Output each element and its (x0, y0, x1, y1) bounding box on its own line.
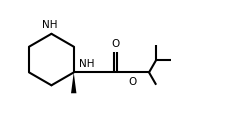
Text: O: O (111, 39, 120, 49)
Text: O: O (128, 77, 137, 87)
Text: NH: NH (42, 20, 58, 30)
Polygon shape (71, 72, 76, 93)
Text: NH: NH (79, 59, 94, 69)
